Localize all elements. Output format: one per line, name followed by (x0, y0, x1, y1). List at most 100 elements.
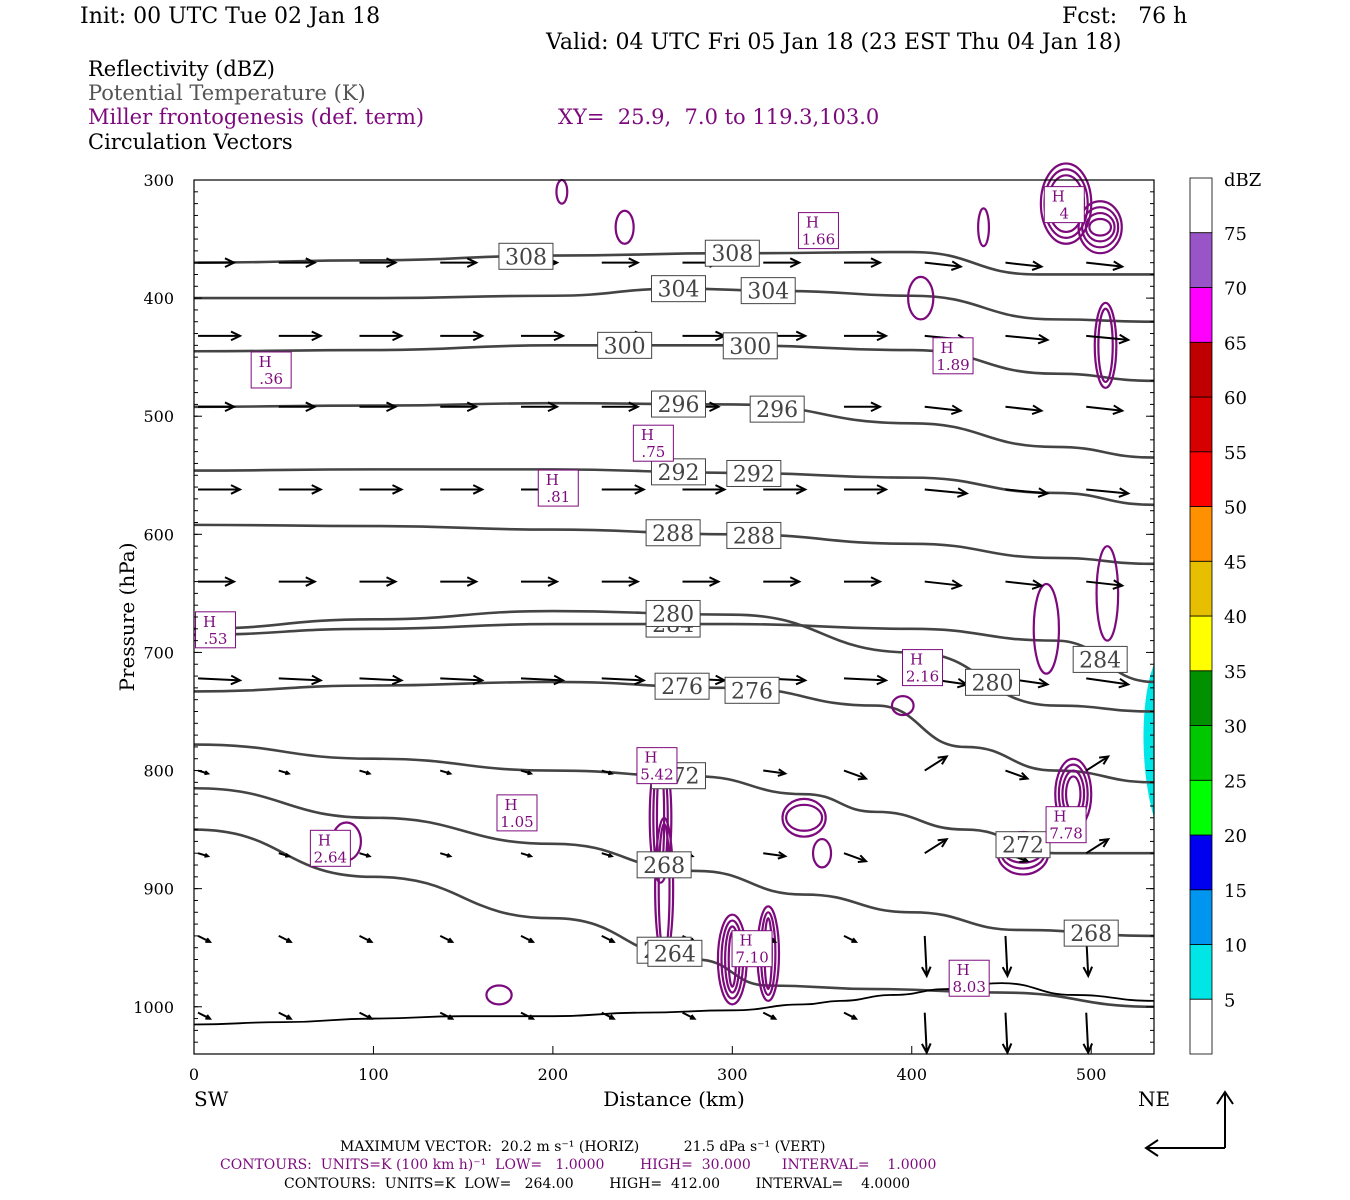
circulation-vector (1085, 838, 1109, 855)
isentrope-labels: 308 308 304 304 300 300 296 296 292 292 288 288 284 2… (498, 239, 1128, 967)
vector-head (628, 257, 641, 268)
frontogenesis-max-marker: H (910, 651, 923, 669)
terrain-surface (193, 982, 1155, 1026)
vector-head (392, 484, 404, 495)
vector-head (447, 1014, 455, 1020)
frontogenesis-contour (1088, 217, 1113, 237)
isentrope-label: 288 (652, 522, 694, 547)
frontogenesis-max-value: 1.66 (802, 231, 835, 249)
vector-head (366, 937, 374, 943)
frontogenesis-max-box (1043, 186, 1085, 224)
frontogenesis-max-marker: H (546, 471, 559, 489)
frontogenesis-contour (1093, 301, 1118, 389)
vector-head (1099, 837, 1111, 848)
colorbar-level-label: 70 (1224, 279, 1247, 300)
frontogenesis-max-box (731, 930, 773, 968)
cross-section-endpoints: XY= 25.9, 7.0 to 119.3,103.0 (558, 105, 880, 129)
vector-head (795, 674, 808, 686)
isentrope-label: 308 (505, 245, 547, 270)
vector-head (284, 853, 291, 858)
vector-head (1118, 333, 1131, 345)
isentrope-label: 300 (604, 334, 646, 359)
circulation-vector (1086, 261, 1123, 268)
colorbar-level-label: 55 (1224, 443, 1247, 464)
vector-head (628, 401, 641, 413)
isentrope-label-box (636, 851, 692, 879)
vector-head (305, 576, 318, 587)
x-axis-title: Distance (km) (603, 1087, 745, 1111)
frontogenesis-max-marker: H (203, 613, 216, 631)
vector-head (1112, 260, 1125, 271)
frontogenesis-contour (907, 275, 935, 321)
vector-head (950, 260, 964, 271)
isentrope-label: 276 (731, 679, 773, 704)
vector-head (1118, 678, 1131, 689)
vector-head (284, 770, 291, 776)
frontogenesis-contour (1081, 206, 1120, 249)
vector-head (204, 770, 211, 776)
field-theta-label: Potential Temperature (K) (88, 81, 366, 105)
circulation-vector (1004, 1012, 1009, 1053)
circulation-vector (843, 677, 887, 682)
valid-time-label: Valid: 04 UTC Fri 05 Jan 18 (23 EST Thu … (546, 30, 1122, 55)
frontogenesis-max-marker: H (940, 339, 953, 357)
circulation-vector (1086, 677, 1129, 686)
frontogenesis-contour (555, 178, 569, 205)
vector-head (1031, 579, 1044, 590)
circulation-vector (924, 488, 967, 495)
circulation-vector (924, 755, 948, 772)
sw-end-label: SW (194, 1087, 229, 1111)
x-tick-label: 100 (358, 1065, 389, 1084)
vector-head (547, 576, 560, 587)
colorbar-swatch (1189, 725, 1213, 781)
vector-head (777, 851, 788, 860)
frontogenesis-max-marker: H (957, 961, 970, 979)
colorbar-level-label: 25 (1224, 771, 1247, 792)
vector-head (876, 674, 889, 686)
isentrope-label-box (722, 332, 778, 360)
colorbar-swatch (1189, 560, 1213, 617)
vector-head (204, 853, 211, 858)
frontogenesis-max-marker: H (641, 426, 654, 444)
vector-head (777, 768, 788, 777)
vector-head (607, 770, 614, 776)
x-tick-label: 500 (1076, 1065, 1107, 1084)
circulation-vector (923, 1012, 928, 1053)
vector-head (689, 1014, 697, 1020)
vector-head (634, 674, 647, 686)
isentrope-268 (193, 786, 1155, 938)
isentrope-label: 268 (643, 854, 685, 879)
circulation-vector (1086, 488, 1129, 495)
frontogenesis-contour (614, 209, 635, 245)
frontogenesis-max-box (636, 747, 678, 785)
isentrope-label-box (647, 939, 703, 967)
frontogenesis-max-box (797, 212, 839, 250)
vector-head (472, 484, 485, 495)
isentrope-label: 268 (1070, 922, 1112, 947)
vector-head (366, 1014, 374, 1020)
vector-head (1112, 404, 1125, 416)
y-tick-label: 1000 (133, 998, 174, 1017)
frontogenesis-contour (1095, 545, 1120, 642)
vector-head (311, 674, 324, 686)
isentrope-label: 292 (733, 462, 775, 487)
vector-head (607, 853, 614, 858)
vector-head (1082, 966, 1094, 979)
vector-head (230, 330, 243, 342)
isentrope-288 (193, 523, 1155, 566)
colorbar-swatch (1189, 670, 1213, 726)
x-tick-label: 300 (717, 1065, 748, 1084)
vector-head (311, 330, 324, 342)
vector-head (851, 937, 859, 943)
y-tick-label: 900 (143, 880, 174, 899)
vector-head (286, 1014, 293, 1020)
isentrope-label-box (1072, 645, 1128, 673)
colorbar-title: dBZ (1224, 170, 1261, 191)
vector-head (876, 484, 889, 495)
vector-head (466, 257, 479, 268)
vector-head (386, 257, 398, 268)
vector-head (472, 330, 485, 342)
isentrope-label: 272 (1002, 834, 1044, 859)
circulation-vector (924, 405, 961, 412)
